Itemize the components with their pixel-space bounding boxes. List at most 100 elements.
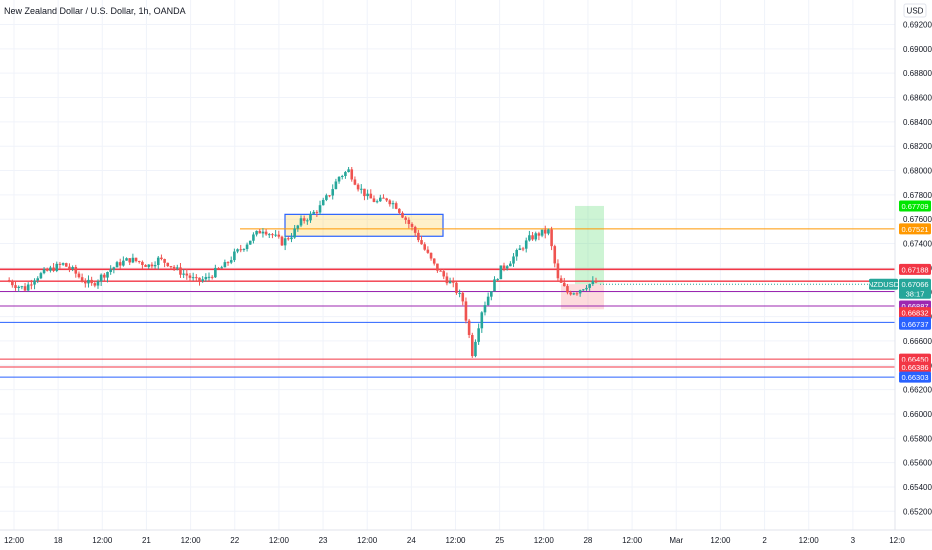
price-badge-bg [899, 361, 931, 373]
candle-body [103, 274, 106, 278]
currency-button[interactable] [903, 3, 927, 18]
price-axis-background[interactable] [895, 0, 932, 550]
candle [331, 184, 335, 200]
candle-body [210, 276, 214, 278]
candle [125, 257, 128, 261]
candle-body [68, 266, 71, 269]
candle [505, 264, 509, 271]
candle-body [391, 203, 395, 205]
candle-body [486, 296, 490, 306]
current-price-label: 0.67066 [901, 280, 928, 289]
candle [550, 226, 553, 251]
candle-body [417, 232, 420, 241]
candle-body [477, 328, 480, 342]
candle-body [505, 266, 509, 269]
candle-body [404, 217, 407, 220]
candle-body [379, 197, 382, 202]
candle-body [36, 278, 40, 281]
candle [134, 257, 138, 263]
candle [71, 265, 74, 272]
price-tick-label: 0.65600 [903, 459, 932, 468]
candle-body [201, 279, 204, 281]
candle-body [106, 271, 109, 278]
price-badge: 0.67188 [899, 263, 931, 275]
time-axis-background[interactable] [0, 530, 895, 550]
candle-body [20, 286, 24, 288]
drawing-zones[interactable] [284, 205, 604, 310]
candle [518, 245, 522, 251]
candle [547, 228, 550, 236]
time-tick-label: 21 [142, 536, 151, 545]
candle [477, 323, 480, 345]
candle [353, 176, 357, 186]
candle-body [547, 229, 550, 234]
candle-body [458, 292, 461, 294]
price-badge-bg [899, 263, 931, 275]
candle-body [217, 267, 220, 269]
candle-body [350, 169, 354, 180]
time-tick-label: 28 [583, 536, 592, 545]
candle [334, 178, 338, 190]
candle-body [274, 234, 277, 236]
time-tick-label: 3 [851, 536, 856, 545]
symbol-badge-label: NZDUSD [868, 280, 900, 289]
candle-body [512, 256, 515, 264]
candle [103, 272, 106, 281]
time-tick-label: 12:00 [710, 536, 731, 545]
candle [366, 189, 369, 200]
candle-body [299, 218, 303, 226]
price-badge: 0.67521 [899, 223, 931, 235]
candle [112, 266, 116, 274]
supply-zone-box[interactable] [284, 213, 444, 237]
candle [90, 276, 93, 286]
price-badge-bg [899, 318, 931, 330]
candle [58, 261, 62, 269]
candle [413, 225, 417, 237]
candle-body [290, 237, 293, 240]
candle-body [385, 198, 388, 201]
candle [578, 289, 582, 297]
candle [359, 184, 363, 194]
time-tick-label: Mar [669, 536, 683, 545]
candle-body [144, 265, 147, 267]
candle [407, 217, 411, 229]
candle-body [172, 266, 176, 269]
candle [93, 281, 97, 288]
candle [179, 262, 182, 278]
candle-body [372, 198, 376, 202]
candle-body [280, 236, 284, 246]
candle [493, 276, 496, 292]
price-tick-label: 0.67400 [903, 240, 932, 249]
candle-body [356, 184, 360, 190]
candle-body [252, 234, 255, 241]
candle [77, 271, 81, 279]
time-axis[interactable]: 12:00 18 12:00 21 12:00 22 12:00 23 12:00 24 12:00… [4, 536, 905, 545]
candle [23, 282, 27, 292]
candle-body [77, 273, 81, 278]
long-position-target-zone[interactable] [575, 205, 604, 285]
candle-body [407, 219, 411, 224]
candle [223, 259, 227, 268]
candle [64, 262, 68, 267]
candle-body [401, 212, 404, 218]
price-badge-label: 0.67709 [901, 202, 928, 211]
candle [226, 261, 230, 266]
candle [220, 265, 223, 269]
candle [239, 244, 243, 253]
candle-body [363, 188, 366, 197]
candle [299, 215, 303, 228]
candle-body [296, 225, 300, 229]
candle [388, 199, 392, 207]
candle-body [423, 244, 427, 250]
candle [141, 260, 144, 269]
candle [188, 273, 192, 282]
candle [556, 259, 560, 282]
candle-body [26, 284, 30, 291]
price-badge-bg [899, 200, 931, 212]
candle [283, 235, 287, 251]
candle-body [93, 283, 97, 286]
candle [566, 283, 569, 295]
